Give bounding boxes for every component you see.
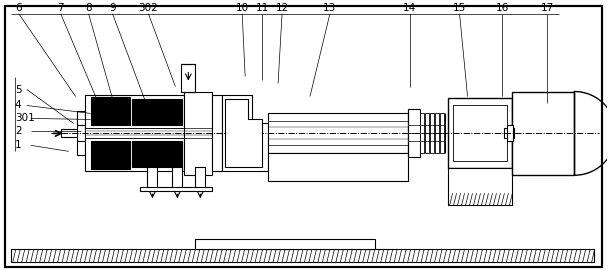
Bar xyxy=(133,99,182,125)
Polygon shape xyxy=(223,95,268,171)
Bar xyxy=(420,114,424,153)
Bar xyxy=(440,114,444,153)
Bar xyxy=(212,95,223,171)
Text: 6: 6 xyxy=(15,3,22,13)
Bar xyxy=(268,114,408,153)
Bar xyxy=(148,167,157,189)
Text: 14: 14 xyxy=(403,3,416,13)
Text: 12: 12 xyxy=(275,3,289,13)
Bar xyxy=(508,125,513,141)
Bar xyxy=(447,168,513,205)
Text: 301: 301 xyxy=(15,114,35,123)
Text: 1: 1 xyxy=(15,140,21,150)
Bar xyxy=(11,249,594,262)
Text: 5: 5 xyxy=(15,85,21,95)
Bar xyxy=(408,109,420,157)
Bar xyxy=(447,98,513,168)
Bar xyxy=(85,95,184,171)
Text: 4: 4 xyxy=(15,101,21,111)
Bar xyxy=(195,167,206,189)
Bar xyxy=(61,129,78,137)
Text: 16: 16 xyxy=(496,3,509,13)
Bar xyxy=(435,114,438,153)
Bar xyxy=(195,239,375,249)
Bar xyxy=(85,128,184,138)
Bar xyxy=(181,64,195,92)
Bar xyxy=(91,141,131,169)
Text: 17: 17 xyxy=(541,3,554,13)
Bar xyxy=(513,92,574,175)
Text: 7: 7 xyxy=(57,3,64,13)
Bar xyxy=(133,141,182,167)
Text: 302: 302 xyxy=(139,3,158,13)
Text: 8: 8 xyxy=(85,3,92,13)
Text: 15: 15 xyxy=(453,3,466,13)
Bar xyxy=(268,153,408,181)
Text: 13: 13 xyxy=(323,3,337,13)
Polygon shape xyxy=(225,99,262,167)
Bar xyxy=(505,128,514,138)
Text: 9: 9 xyxy=(109,3,116,13)
Bar xyxy=(140,187,212,191)
Text: 10: 10 xyxy=(236,3,249,13)
Bar xyxy=(173,167,182,189)
Text: 11: 11 xyxy=(255,3,269,13)
Bar xyxy=(430,114,434,153)
Bar xyxy=(91,98,131,125)
Text: 2: 2 xyxy=(15,126,21,136)
Bar xyxy=(77,111,85,155)
Bar xyxy=(424,114,429,153)
Bar xyxy=(184,92,212,175)
Bar xyxy=(452,105,508,161)
